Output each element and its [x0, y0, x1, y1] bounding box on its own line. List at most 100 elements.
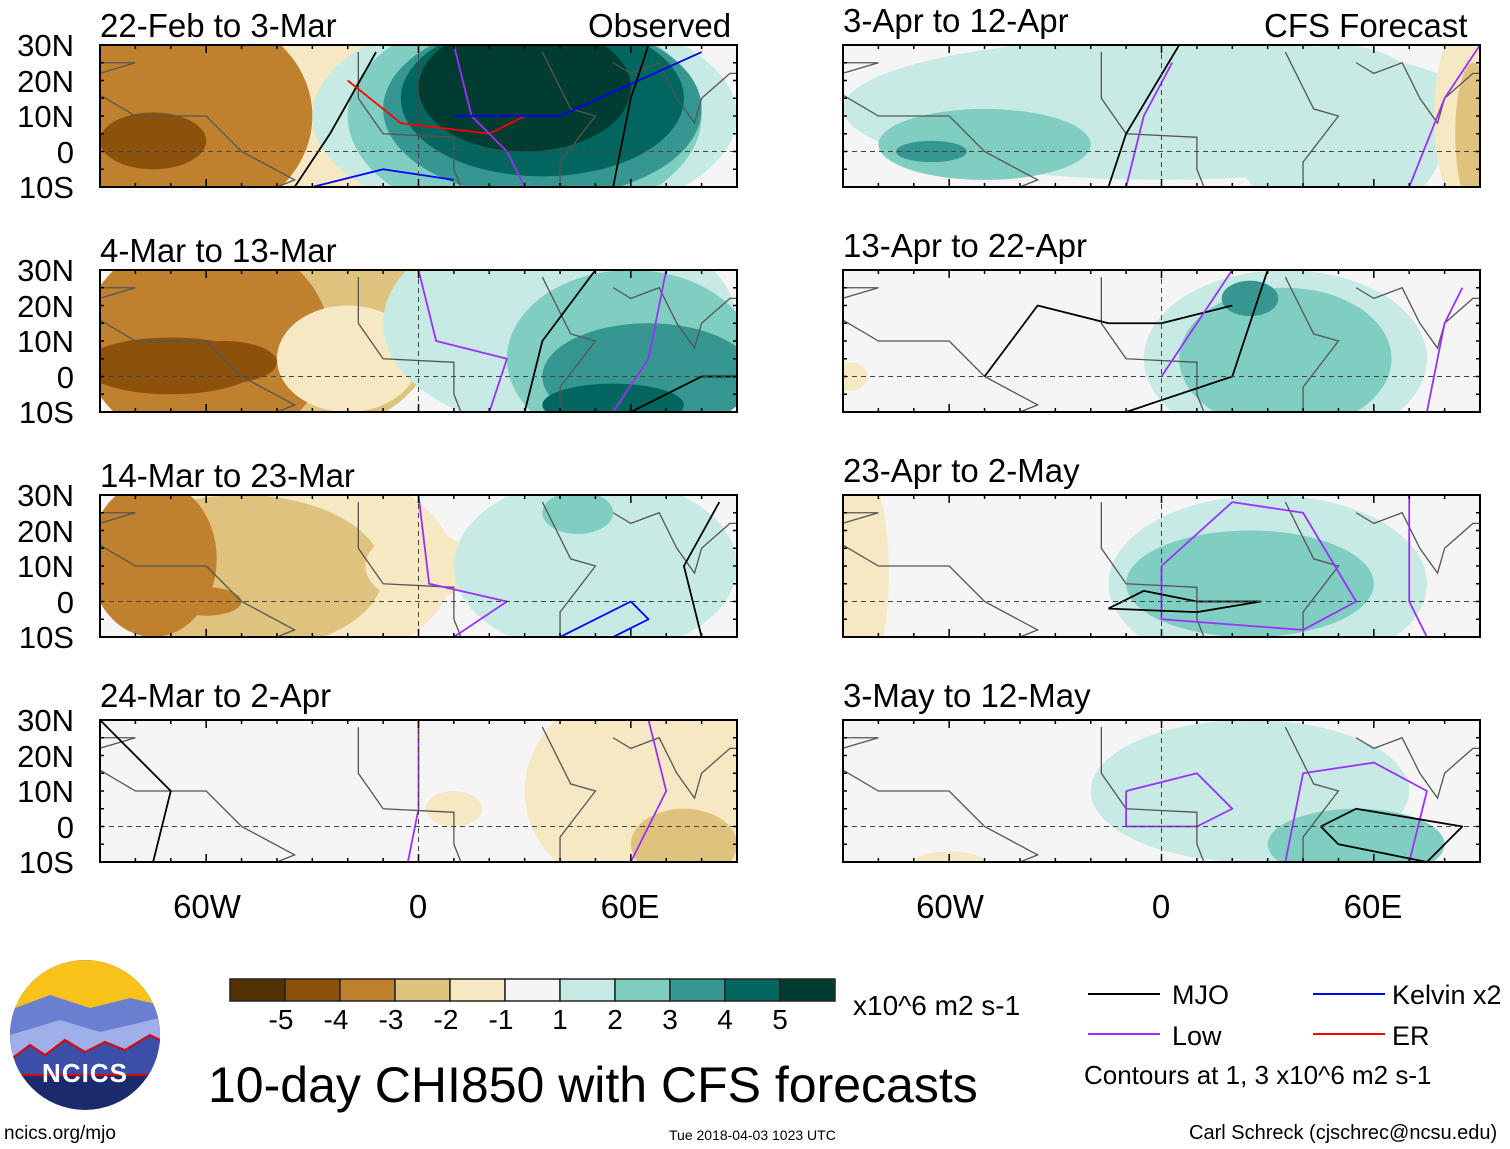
- contour-line: [612, 45, 650, 187]
- shading-region: [878, 108, 1091, 180]
- colorbar-units: x10^6 m2 s-1: [853, 990, 1021, 1021]
- shading-region: [630, 808, 737, 862]
- timestamp: Tue 2018-04-03 1023 UTC: [669, 1127, 836, 1143]
- contour-line: [417, 270, 508, 412]
- lat-label: 30N: [17, 253, 74, 288]
- colorbar-swatch: [724, 978, 781, 1002]
- colorbar-swatch: [449, 978, 506, 1002]
- lat-label: 30N: [17, 478, 74, 513]
- lon-label-60e-right: 60E: [1343, 888, 1403, 925]
- ncics-logo: NCICS: [10, 960, 160, 1110]
- shading-region: [425, 791, 483, 827]
- coastline: [612, 61, 737, 125]
- shading-region: [542, 495, 614, 535]
- contour-line: [453, 51, 702, 117]
- contour-line: [1125, 772, 1234, 828]
- panel-title-fcst-4: 3-May to 12-May: [843, 677, 1091, 714]
- contour-line: [1160, 270, 1234, 377]
- colorbar-tick-label: 3: [662, 1004, 678, 1035]
- logo-text: NCICS: [42, 1058, 128, 1088]
- coastline: [541, 726, 597, 862]
- lat-label: 0: [56, 134, 74, 170]
- panel-title-obs-4: 24-Mar to 2-Apr: [100, 677, 332, 714]
- colorbar-swatch: [394, 978, 451, 1002]
- contour-line: [1408, 495, 1428, 637]
- contour-line: [1284, 761, 1428, 862]
- colorbar-tick-label: -4: [323, 1004, 349, 1035]
- contour-line: [1125, 62, 1173, 187]
- cfs-forecast-label: CFS Forecast: [1264, 7, 1468, 44]
- contour-line: [489, 600, 650, 637]
- lat-label: 10N: [17, 324, 74, 359]
- contour-line: [630, 720, 668, 862]
- colorbar-swatch: [669, 978, 726, 1002]
- panel-title-obs-2: 4-Mar to 13-Mar: [100, 232, 337, 269]
- shading-region: [1126, 530, 1374, 637]
- coastline: [100, 62, 297, 187]
- colorbar-tick-label: 4: [717, 1004, 733, 1035]
- lon-label-60w-left: 60W: [173, 888, 241, 925]
- contour-line: [312, 168, 455, 187]
- contour-line: [1320, 807, 1464, 862]
- legend-kelvin-label: Kelvin x2: [1392, 980, 1502, 1010]
- shading-region: [418, 45, 631, 152]
- lat-label: 10N: [17, 774, 74, 809]
- lat-label: 20N: [17, 63, 74, 99]
- coastline: [100, 512, 297, 637]
- shading-region: [1232, 45, 1445, 187]
- colorbar-tick-label: 1: [552, 1004, 568, 1035]
- observed-label: Observed: [588, 7, 732, 44]
- lon-label-0-right: 0: [1151, 888, 1171, 925]
- shading-region: [100, 112, 207, 170]
- map-panel-R3: [843, 720, 1480, 862]
- shading-region: [843, 495, 889, 637]
- coastline: [1284, 276, 1340, 412]
- shading-region: [1455, 62, 1480, 187]
- shading-region: [170, 341, 277, 384]
- lon-label-60e-left: 60E: [600, 888, 660, 925]
- shading-region: [1267, 808, 1445, 862]
- shading-region: [542, 383, 684, 412]
- shading-region: [170, 587, 242, 616]
- colorbar-swatch: [614, 978, 671, 1002]
- contour-line: [293, 51, 377, 187]
- contour-line: [1426, 287, 1464, 412]
- coastline: [1355, 61, 1480, 125]
- shading-region: [896, 140, 967, 163]
- colorbar-swatch: [504, 978, 561, 1002]
- coastline: [100, 287, 297, 412]
- colorbar-tick-label: -5: [268, 1004, 294, 1035]
- coastline: [1284, 501, 1340, 637]
- legend-er-label: ER: [1392, 1021, 1430, 1051]
- colorbar-tick-label: 5: [772, 1004, 788, 1035]
- lat-label: 10S: [18, 170, 74, 205]
- lat-label: 20N: [17, 288, 74, 324]
- contour-note: Contours at 1, 3 x10^6 m2 s-1: [1084, 1060, 1432, 1090]
- colorbar-swatch: [284, 978, 341, 1002]
- contour-line: [612, 270, 668, 412]
- lat-label: 10S: [18, 395, 74, 430]
- lon-label-60w-right: 60W: [916, 888, 984, 925]
- map-panel-L3: [100, 720, 737, 862]
- legend-low-label: Low: [1172, 1021, 1222, 1051]
- coastline: [541, 501, 597, 637]
- contour-line: [347, 79, 526, 135]
- author-credit: Carl Schreck (cjschrec@ncsu.edu): [1189, 1122, 1498, 1144]
- lon-label-0-left: 0: [408, 888, 428, 925]
- panel-title-fcst-2: 13-Apr to 22-Apr: [843, 227, 1087, 264]
- panel-title-fcst-1: 3-Apr to 12-Apr: [843, 2, 1069, 39]
- panel-title-obs-3: 14-Mar to 23-Mar: [100, 457, 355, 494]
- map-panel-R2: [843, 495, 1480, 637]
- coastline: [1355, 286, 1480, 350]
- legend-mjo-label: MJO: [1172, 980, 1229, 1010]
- colorbar-tick-label: -1: [488, 1004, 514, 1035]
- coastline: [612, 286, 737, 350]
- lat-label: 30N: [17, 28, 74, 63]
- shading-region: [1221, 280, 1279, 317]
- coastline: [1284, 51, 1340, 187]
- contour-line: [1108, 589, 1262, 614]
- contour-line: [983, 304, 1233, 378]
- map-panel-R1: [843, 270, 1480, 412]
- lat-label: 10N: [17, 549, 74, 584]
